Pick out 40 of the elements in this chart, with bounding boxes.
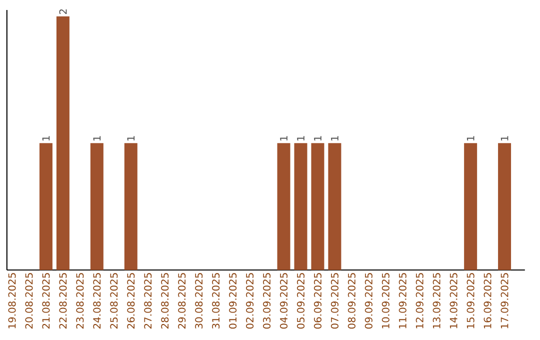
x-tick-label: 21.08.2025	[42, 273, 50, 329]
x-tick-label: 19.08.2025	[8, 273, 16, 328]
data-label: 1	[314, 136, 322, 140]
x-tick-label: 11.09.2025	[398, 273, 406, 328]
x-tick-label: 23.08.2025	[76, 273, 84, 329]
x-tick-label: 22.08.2025	[59, 273, 67, 329]
x-tick-label: 10.09.2025	[382, 273, 390, 328]
x-tick-label: 04.09.2025	[280, 273, 288, 329]
data-label: 1	[127, 136, 135, 140]
x-tick-label: 13.09.2025	[432, 273, 440, 328]
x-tick-label: 15.09.2025	[466, 273, 474, 328]
data-label: 1	[297, 136, 304, 140]
data-label: 1	[93, 136, 101, 140]
data-label: 1	[42, 136, 50, 140]
x-tick-label: 26.08.2025	[127, 273, 135, 329]
data-label: 1	[280, 136, 288, 140]
x-tick-label: 03.09.2025	[262, 273, 271, 329]
x-tick-label: 09.09.2025	[364, 273, 372, 329]
x-tick-label: 12.09.2025	[416, 273, 424, 328]
x-tick-label: 05.09.2025	[296, 273, 304, 329]
x-tick-label: 31.08.2025	[212, 273, 220, 329]
x-tick-label: 01.09.2025	[229, 273, 237, 329]
x-tick-label: 29.08.2025	[178, 273, 186, 329]
data-label: 1	[466, 136, 474, 140]
x-tick-label: 25.08.2025	[110, 273, 118, 329]
data-label: 1	[331, 136, 338, 140]
x-tick-label: 14.09.2025	[450, 273, 458, 328]
x-tick-label: 08.09.2025	[348, 273, 356, 329]
x-tick-label: 20.08.2025	[25, 273, 33, 329]
x-tick-label: 07.09.2025	[330, 273, 338, 329]
x-tick-label: 06.09.2025	[314, 273, 322, 329]
x-tick-label: 02.09.2025	[246, 273, 254, 329]
x-tick-label: 16.09.2025	[484, 273, 492, 328]
x-tick-label: 27.08.2025	[144, 273, 152, 329]
x-tick-label: 17.09.2025	[500, 273, 508, 328]
x-tick-label: 28.08.2025	[161, 273, 169, 329]
x-tick-label: 24.08.2025	[93, 273, 101, 329]
data-label: 2	[59, 9, 67, 14]
data-label: 1	[500, 136, 508, 140]
x-tick-label: 30.08.2025	[195, 273, 203, 329]
